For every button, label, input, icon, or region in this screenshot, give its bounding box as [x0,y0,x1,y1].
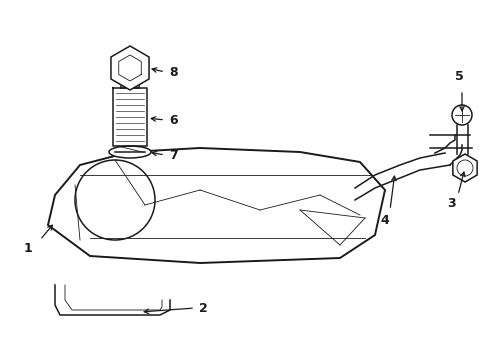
Text: 2: 2 [199,302,207,315]
Text: 7: 7 [169,149,177,162]
Polygon shape [48,148,384,263]
Text: 4: 4 [380,213,388,226]
Polygon shape [113,88,147,146]
Circle shape [456,160,472,176]
Polygon shape [111,46,149,90]
Text: 3: 3 [447,197,455,210]
Text: 1: 1 [23,242,32,255]
Text: 6: 6 [169,113,177,126]
Text: 8: 8 [169,66,177,78]
Text: 5: 5 [454,70,463,83]
Circle shape [75,160,155,240]
Ellipse shape [109,146,151,158]
Polygon shape [452,154,476,182]
Circle shape [451,105,471,125]
